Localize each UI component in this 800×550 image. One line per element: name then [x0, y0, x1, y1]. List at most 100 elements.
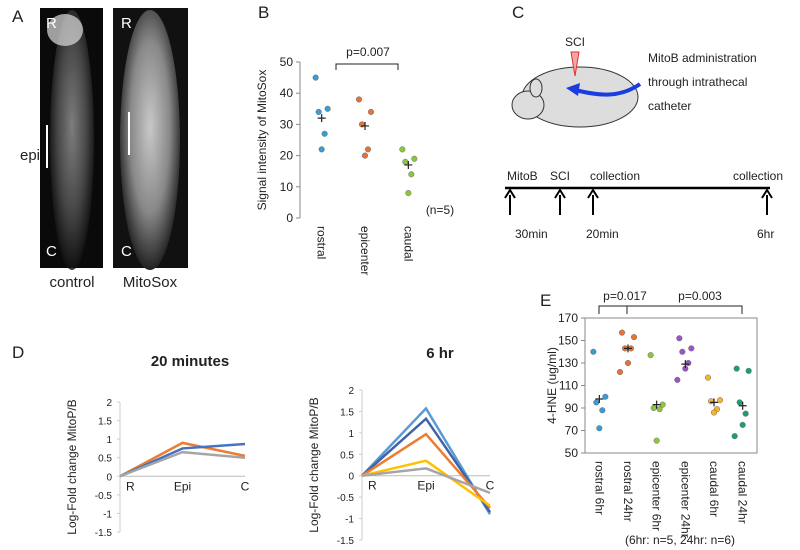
y-tick-label: 20	[280, 149, 294, 163]
category-label: epicenter 6hr	[650, 461, 664, 531]
data-point	[731, 433, 738, 440]
data-point	[368, 108, 375, 115]
series-line	[361, 467, 491, 495]
mouse-head	[511, 90, 545, 120]
data-point	[411, 155, 418, 162]
data-point	[736, 399, 743, 406]
data-point	[656, 406, 663, 413]
chart-title: 6 hr	[426, 345, 454, 362]
y-tick-label: 0.5	[340, 450, 354, 461]
image-cord	[120, 10, 180, 270]
y-tick-label: 0.5	[98, 454, 112, 465]
category-label: rostral 24hr	[621, 461, 635, 522]
category-label: caudal 24hr	[736, 461, 750, 524]
data-point	[602, 393, 609, 400]
mean-marker	[595, 395, 604, 403]
data-point	[362, 152, 369, 159]
category-label: epicenter	[358, 226, 372, 275]
data-point	[405, 190, 412, 197]
series-line	[119, 450, 246, 478]
annotation: (n=5)	[426, 203, 454, 217]
data-point	[647, 352, 654, 359]
category-label: caudal	[401, 226, 415, 261]
annotation: p=0.003	[678, 289, 722, 303]
y-tick-label: 170	[558, 311, 578, 325]
image-bottom: C	[121, 243, 132, 260]
y-tick-label: 30	[280, 117, 294, 131]
data-point	[745, 367, 752, 374]
data-point	[708, 398, 715, 405]
data-point	[685, 360, 692, 367]
panel-letter: A	[12, 7, 24, 26]
data-point	[402, 158, 409, 165]
data-point	[408, 171, 415, 178]
category-label: rostral	[315, 226, 329, 259]
catheter-arrow	[574, 82, 642, 97]
y-tick-label: -1	[345, 515, 354, 526]
event-label: MitoB	[507, 169, 538, 183]
panel-letter: D	[12, 343, 24, 362]
bracket	[598, 305, 628, 314]
series-line	[119, 441, 246, 478]
y-tick-label: 0	[106, 472, 112, 483]
data-point	[590, 348, 597, 355]
mean-marker	[317, 114, 326, 123]
y-tick-label: 110	[559, 379, 578, 393]
data-point	[399, 146, 406, 153]
image-blob	[47, 14, 83, 46]
mean-marker	[624, 344, 632, 353]
event-label: collection	[733, 169, 783, 183]
category-label: caudal 6hr	[707, 461, 721, 517]
x-tick-label: C	[241, 479, 250, 493]
y-tick-label: 0	[348, 472, 354, 483]
bracket	[335, 63, 399, 70]
y-tick-label: -0.5	[95, 491, 113, 502]
y-tick-label: 1	[348, 429, 354, 440]
y-axis-label: Log-Fold change MitoP/B	[307, 397, 321, 532]
category-label: rostral 6hr	[592, 461, 606, 515]
data-point	[653, 437, 660, 444]
mean-marker	[652, 400, 661, 409]
y-tick-label: -1.5	[95, 528, 113, 539]
y-axis-label: Signal intensity of MitoSox	[255, 70, 269, 211]
data-point	[617, 369, 624, 376]
data-point	[312, 74, 319, 81]
note-line: catheter	[648, 99, 691, 113]
data-point	[674, 376, 681, 383]
data-point	[717, 397, 724, 404]
injury-label: SCI	[565, 35, 585, 49]
image-caption: MitoSox	[123, 274, 178, 291]
mean-marker	[361, 121, 369, 130]
panel-letter: E	[540, 291, 551, 310]
y-tick-label: 2	[106, 398, 112, 409]
interval-label: 20min	[586, 227, 619, 241]
timeline-arrows	[504, 188, 773, 215]
data-point	[356, 96, 363, 103]
data-point	[705, 374, 712, 381]
x-tick-label: Epi	[417, 479, 434, 493]
data-point	[599, 407, 606, 414]
y-tick-label: 150	[558, 334, 578, 348]
y-tick-label: 90	[565, 401, 579, 415]
data-point	[739, 421, 746, 428]
image-cord	[50, 10, 94, 270]
interval-label: 6hr	[757, 227, 774, 241]
mean-marker	[710, 398, 718, 407]
data-point	[625, 360, 632, 367]
data-point	[742, 410, 749, 417]
x-tick-label: C	[486, 479, 495, 493]
bracket	[626, 305, 743, 314]
note-line: through intrathecal	[648, 75, 747, 89]
data-point	[318, 146, 325, 153]
data-point	[631, 334, 638, 341]
image-top: R	[46, 15, 57, 32]
mean-marker	[681, 360, 690, 369]
data-point	[679, 348, 686, 355]
interval-label: 30min	[515, 227, 548, 241]
mouse-ear	[529, 78, 543, 98]
x-tick-label: R	[368, 479, 377, 493]
data-point	[315, 108, 322, 115]
panel-letter: C	[512, 3, 524, 22]
y-tick-label: 1.5	[340, 407, 354, 418]
y-tick-label: 1	[106, 435, 112, 446]
